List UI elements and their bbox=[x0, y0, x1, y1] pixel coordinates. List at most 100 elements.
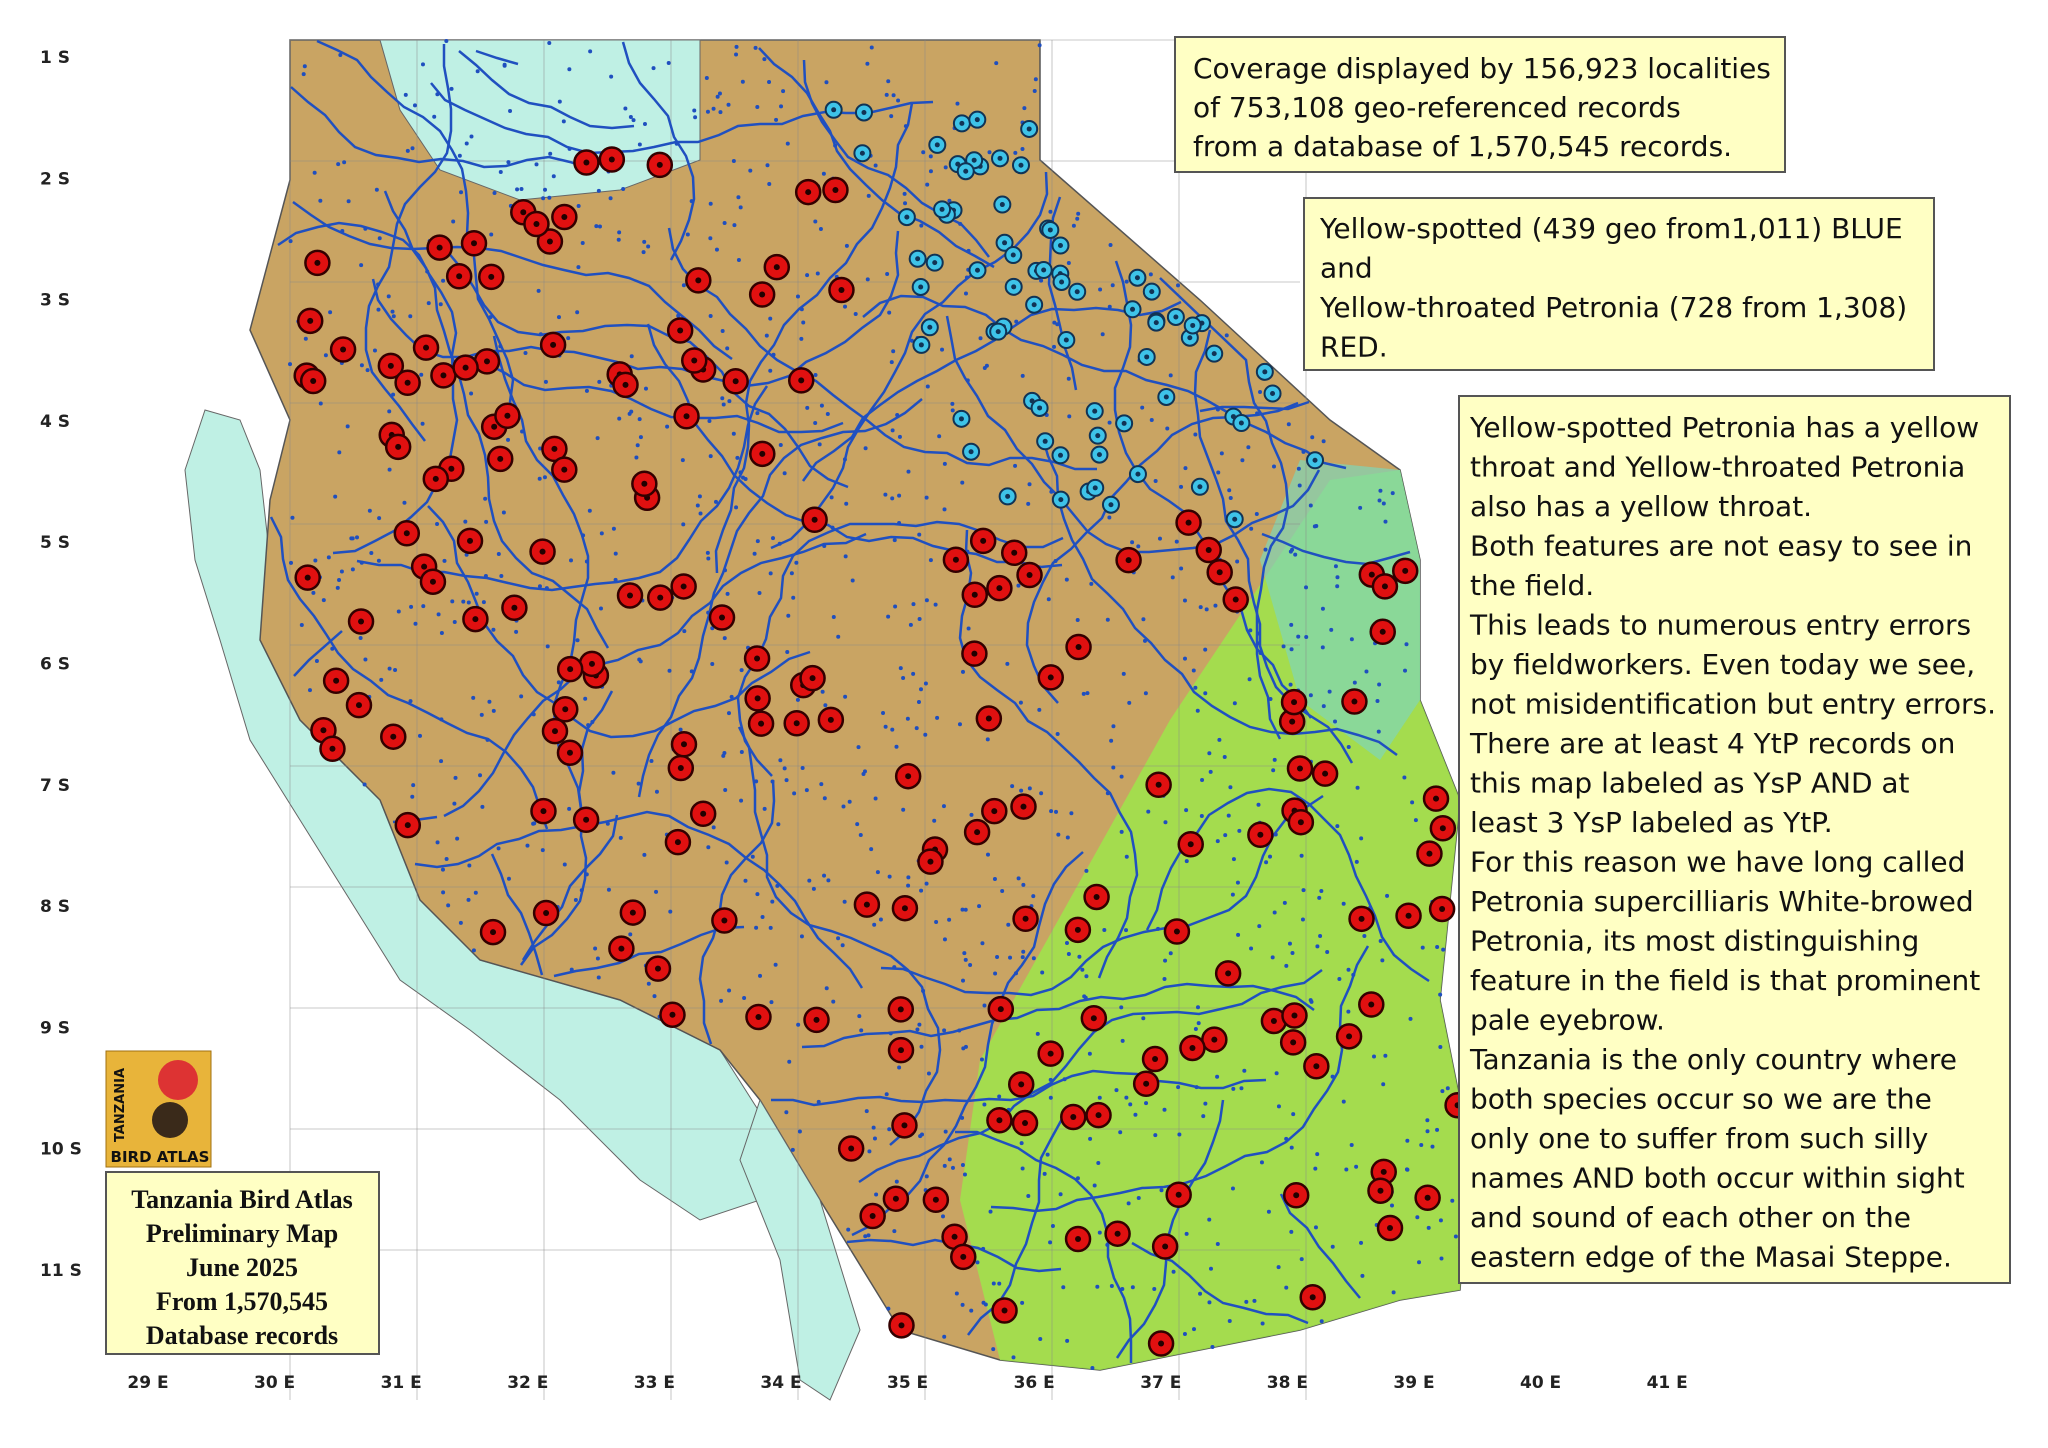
locality bbox=[782, 766, 787, 771]
locality bbox=[393, 667, 398, 672]
record-center bbox=[1424, 1194, 1431, 1201]
locality bbox=[908, 622, 913, 627]
record-center bbox=[1022, 915, 1029, 922]
locality bbox=[822, 796, 827, 801]
locality bbox=[519, 694, 524, 699]
lat-label: 9 S bbox=[40, 1018, 70, 1038]
locality bbox=[478, 773, 483, 778]
locality bbox=[440, 867, 445, 872]
locality bbox=[666, 61, 671, 66]
record-center bbox=[1095, 1112, 1102, 1119]
note-line: of 753,108 geo-referenced records bbox=[1193, 91, 1681, 124]
locality bbox=[1450, 1198, 1455, 1203]
locality bbox=[1378, 488, 1383, 493]
locality bbox=[722, 636, 727, 641]
record-center bbox=[1379, 628, 1386, 635]
locality bbox=[536, 288, 541, 293]
locality bbox=[1378, 939, 1383, 944]
locality bbox=[584, 872, 589, 877]
record-center bbox=[811, 516, 818, 523]
locality bbox=[815, 271, 820, 276]
record-center bbox=[1144, 354, 1150, 360]
locality bbox=[731, 431, 736, 436]
locality bbox=[1426, 1225, 1431, 1230]
locality bbox=[1354, 1164, 1359, 1169]
locality bbox=[1048, 1095, 1053, 1100]
locality bbox=[881, 710, 886, 715]
locality bbox=[1231, 857, 1236, 862]
locality bbox=[455, 836, 460, 841]
record-center bbox=[641, 480, 648, 487]
locality bbox=[413, 621, 418, 626]
locality bbox=[979, 1057, 984, 1062]
locality bbox=[1107, 420, 1112, 425]
record-center bbox=[974, 117, 980, 123]
locality bbox=[346, 199, 351, 204]
locality bbox=[608, 196, 613, 201]
locality bbox=[866, 1233, 871, 1238]
locality bbox=[909, 338, 914, 343]
locality bbox=[813, 219, 818, 224]
locality bbox=[1271, 768, 1276, 773]
locality bbox=[1163, 958, 1168, 963]
locality bbox=[436, 612, 441, 617]
record-center bbox=[892, 1195, 899, 1202]
record-center bbox=[329, 745, 336, 752]
locality bbox=[864, 1109, 869, 1114]
locality bbox=[884, 1092, 889, 1097]
record-center bbox=[550, 341, 557, 348]
locality bbox=[775, 883, 780, 888]
locality bbox=[898, 666, 903, 671]
record-center bbox=[869, 1212, 876, 1219]
record-center bbox=[691, 357, 698, 364]
locality bbox=[906, 875, 911, 880]
record-center bbox=[1291, 1012, 1298, 1019]
locality bbox=[1182, 1332, 1187, 1337]
logo: TANZANIA BIRD ATLAS bbox=[105, 1050, 212, 1168]
locality bbox=[1119, 1005, 1124, 1010]
locality bbox=[459, 190, 464, 195]
locality bbox=[641, 250, 646, 255]
record-center bbox=[340, 346, 347, 353]
locality bbox=[484, 519, 489, 524]
locality bbox=[721, 402, 726, 407]
locality bbox=[770, 779, 775, 784]
locality bbox=[1014, 319, 1019, 324]
locality bbox=[1124, 928, 1129, 933]
locality bbox=[1296, 466, 1301, 471]
locality bbox=[567, 67, 572, 72]
record-center bbox=[1093, 893, 1100, 900]
locality bbox=[942, 1163, 947, 1168]
locality bbox=[892, 965, 897, 970]
locality bbox=[613, 551, 618, 556]
locality bbox=[538, 332, 543, 337]
locality bbox=[1162, 1107, 1167, 1112]
locality bbox=[1301, 888, 1306, 893]
locality bbox=[1052, 344, 1057, 349]
locality bbox=[444, 856, 449, 861]
road bbox=[443, 532, 867, 818]
locality bbox=[977, 904, 982, 909]
locality bbox=[426, 301, 431, 306]
locality bbox=[819, 782, 824, 787]
locality bbox=[685, 232, 690, 237]
locality bbox=[950, 408, 955, 413]
record-center bbox=[467, 537, 474, 544]
record-center bbox=[1047, 227, 1053, 233]
locality bbox=[1264, 860, 1269, 865]
locality bbox=[1020, 955, 1025, 960]
record-center bbox=[809, 675, 816, 682]
record-center bbox=[1439, 825, 1446, 832]
locality bbox=[575, 310, 580, 315]
locality bbox=[483, 496, 488, 501]
locality bbox=[706, 845, 711, 850]
record-center bbox=[551, 728, 558, 735]
locality bbox=[642, 852, 647, 857]
locality bbox=[1014, 971, 1019, 976]
locality bbox=[1026, 1193, 1031, 1198]
locality bbox=[1121, 671, 1126, 676]
locality bbox=[506, 160, 511, 165]
locality bbox=[419, 372, 424, 377]
locality bbox=[748, 168, 753, 173]
locality bbox=[514, 629, 519, 634]
